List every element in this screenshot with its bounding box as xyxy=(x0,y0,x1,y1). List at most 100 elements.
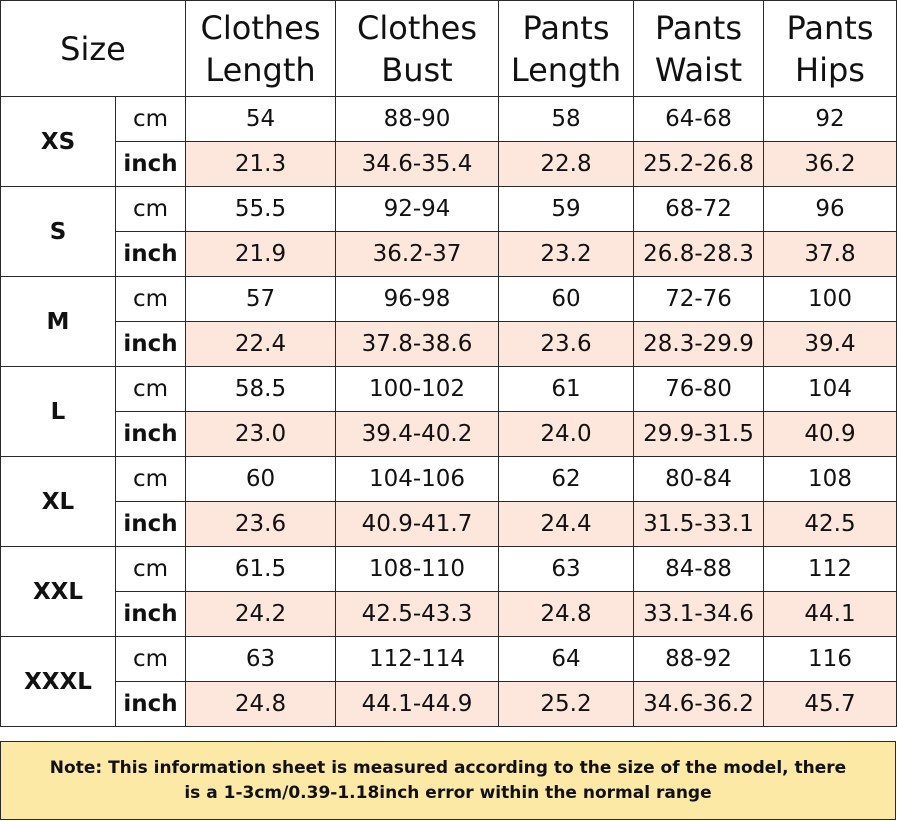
table-row: inch 24.8 44.1-44.9 25.2 34.6-36.2 45.7 xyxy=(1,681,897,727)
table-row: inch 23.0 39.4-40.2 24.0 29.9-31.5 40.9 xyxy=(1,411,897,457)
measurement-cell: 24.0 xyxy=(498,411,634,457)
measurement-cell: 80-84 xyxy=(633,456,764,502)
size-label: L xyxy=(0,366,116,457)
measurement-cell: 112 xyxy=(763,546,897,592)
unit-label-cm: cm xyxy=(115,366,186,412)
measurement-cell: 63 xyxy=(498,546,634,592)
measurement-cell: 63 xyxy=(185,636,336,682)
measurement-cell: 24.2 xyxy=(185,591,336,637)
measurement-cell: 61.5 xyxy=(185,546,336,592)
measurement-cell: 40.9 xyxy=(763,411,897,457)
measurement-cell: 108-110 xyxy=(335,546,499,592)
table-row: XS cm 54 88-90 58 64-68 92 xyxy=(0,96,897,187)
column-header-line1: Clothes xyxy=(200,8,321,47)
measurement-cell: 44.1 xyxy=(763,591,897,637)
measurement-cell: 40.9-41.7 xyxy=(335,501,499,547)
measurement-cell: 104-106 xyxy=(335,456,499,502)
measurement-cell: 45.7 xyxy=(763,681,897,727)
measurement-cell: 57 xyxy=(185,276,336,322)
measurement-cell: 37.8-38.6 xyxy=(335,321,499,367)
table-row: inch 21.9 36.2-37 23.2 26.8-28.3 37.8 xyxy=(1,231,897,277)
table-row: inch 22.4 37.8-38.6 23.6 28.3-29.9 39.4 xyxy=(1,321,897,367)
table-row: inch 23.6 40.9-41.7 24.4 31.5-33.1 42.5 xyxy=(1,501,897,547)
measurement-cell: 54 xyxy=(185,96,336,142)
column-header: Pants Length xyxy=(498,0,634,97)
measurement-cell: 72-76 xyxy=(633,276,764,322)
measurement-cell: 23.2 xyxy=(498,231,634,277)
unit-label-cm: cm xyxy=(115,636,186,682)
measurement-cell: 21.9 xyxy=(185,231,336,277)
unit-label-inch: inch xyxy=(115,141,186,187)
measurement-cell: 58.5 xyxy=(185,366,336,412)
column-header-line1: Pants xyxy=(522,8,610,47)
measurement-cell: 29.9-31.5 xyxy=(633,411,764,457)
measurement-cell: 42.5 xyxy=(763,501,897,547)
measurement-cell: 108 xyxy=(763,456,897,502)
measurement-cell: 26.8-28.3 xyxy=(633,231,764,277)
measurement-cell: 60 xyxy=(185,456,336,502)
table-row: XXXL cm 63 112-114 64 88-92 116 xyxy=(0,636,897,727)
column-header-line2: Hips xyxy=(795,50,865,89)
measurement-cell: 88-92 xyxy=(633,636,764,682)
unit-label-inch: inch xyxy=(115,591,186,637)
column-header: Pants Hips xyxy=(763,0,897,97)
measurement-cell: 37.8 xyxy=(763,231,897,277)
measurement-cell: 36.2 xyxy=(763,141,897,187)
measurement-cell: 88-90 xyxy=(335,96,499,142)
column-header-line1: Clothes xyxy=(357,8,477,47)
size-label: XS xyxy=(0,96,116,187)
measurement-cell: 76-80 xyxy=(633,366,764,412)
measurement-cell: 116 xyxy=(763,636,897,682)
column-header-line1: Pants xyxy=(786,8,874,47)
measurement-cell: 21.3 xyxy=(185,141,336,187)
measurement-cell: 100 xyxy=(763,276,897,322)
column-header: Pants Waist xyxy=(633,0,764,97)
measurement-cell: 25.2 xyxy=(498,681,634,727)
size-label: XXL xyxy=(0,546,116,637)
measurement-cell: 39.4-40.2 xyxy=(335,411,499,457)
column-header-line2: Length xyxy=(205,50,316,89)
measurement-cell: 24.4 xyxy=(498,501,634,547)
table-row: XXL cm 61.5 108-110 63 84-88 112 xyxy=(0,546,897,637)
header-row: Size Clothes Length Clothes Bust Pants Leng… xyxy=(0,0,897,97)
measurement-cell: 104 xyxy=(763,366,897,412)
measurement-cell: 96-98 xyxy=(335,276,499,322)
measurement-cell: 39.4 xyxy=(763,321,897,367)
measurement-cell: 68-72 xyxy=(633,186,764,232)
table-row: inch 24.2 42.5-43.3 24.8 33.1-34.6 44.1 xyxy=(1,591,897,637)
measurement-cell: 22.4 xyxy=(185,321,336,367)
size-title: Size xyxy=(0,0,186,97)
measurement-cell: 34.6-35.4 xyxy=(335,141,499,187)
measurement-cell: 61 xyxy=(498,366,634,412)
measurement-cell: 28.3-29.9 xyxy=(633,321,764,367)
measurement-cell: 36.2-37 xyxy=(335,231,499,277)
measurement-cell: 25.2-26.8 xyxy=(633,141,764,187)
unit-label-cm: cm xyxy=(115,456,186,502)
column-header-line2: Waist xyxy=(654,50,743,89)
measurement-cell: 22.8 xyxy=(498,141,634,187)
size-label: M xyxy=(0,276,116,367)
size-table-body: XS cm 54 88-90 58 64-68 92 inch 21.3 34.6-35.4 22.… xyxy=(0,96,897,727)
measurement-cell: 64 xyxy=(498,636,634,682)
measurement-cell: 84-88 xyxy=(633,546,764,592)
measurement-cell: 59 xyxy=(498,186,634,232)
unit-label-cm: cm xyxy=(115,96,186,142)
measurement-cell: 64-68 xyxy=(633,96,764,142)
column-header: Clothes Length xyxy=(185,0,336,97)
measurement-cell: 31.5-33.1 xyxy=(633,501,764,547)
size-label: XL xyxy=(0,456,116,547)
unit-label-inch: inch xyxy=(115,321,186,367)
measurement-cell: 44.1-44.9 xyxy=(335,681,499,727)
unit-label-inch: inch xyxy=(115,411,186,457)
measurement-cell: 55.5 xyxy=(185,186,336,232)
measurement-cell: 23.6 xyxy=(498,321,634,367)
measurement-cell: 62 xyxy=(498,456,634,502)
measurement-cell: 42.5-43.3 xyxy=(335,591,499,637)
measurement-cell: 34.6-36.2 xyxy=(633,681,764,727)
measurement-cell: 24.8 xyxy=(185,681,336,727)
unit-label-cm: cm xyxy=(115,276,186,322)
